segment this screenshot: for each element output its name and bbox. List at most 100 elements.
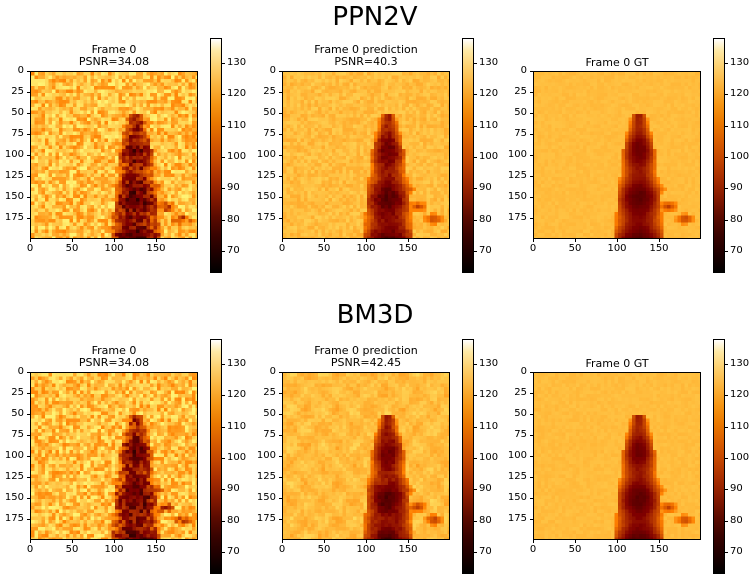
heatmap-cell	[84, 181, 88, 185]
heatmap-cell	[399, 149, 403, 153]
heatmap-cell	[587, 79, 591, 83]
heatmap-cell	[430, 188, 434, 192]
heatmap-cell	[430, 174, 434, 178]
heatmap-cell	[423, 90, 427, 94]
heatmap-cell	[147, 184, 151, 188]
heatmap-cell	[31, 198, 35, 202]
heatmap-cell	[171, 219, 175, 223]
heatmap-cell	[444, 121, 448, 125]
heatmap-cell	[56, 146, 60, 150]
heatmap-cell	[336, 83, 340, 87]
heatmap-cell	[126, 135, 130, 139]
heatmap-cell	[49, 160, 53, 164]
heatmap-cell	[150, 212, 154, 216]
heatmap-cell	[448, 226, 451, 230]
heatmap-cell	[308, 146, 312, 150]
heatmap-cell	[437, 107, 441, 111]
heatmap-cell	[49, 223, 53, 227]
heatmap-cell	[31, 156, 35, 160]
heatmap-cell	[77, 79, 81, 83]
heatmap-cell	[154, 72, 158, 76]
heatmap-cell	[399, 132, 403, 136]
heatmap-cell	[290, 93, 294, 97]
heatmap-cell	[112, 163, 116, 167]
heatmap-cell	[283, 121, 287, 125]
heatmap-cell	[56, 163, 60, 167]
heatmap-cell	[357, 121, 361, 125]
heatmap-cell	[45, 111, 49, 115]
heatmap-cell	[311, 142, 315, 146]
heatmap-cell	[94, 128, 98, 132]
heatmap-cell	[322, 86, 326, 90]
heatmap-cell	[42, 216, 46, 220]
heatmap-cell	[94, 237, 98, 240]
heatmap-cell	[171, 125, 175, 129]
heatmap-cell	[444, 195, 448, 199]
heatmap-cell	[304, 209, 308, 213]
heatmap-cell	[601, 83, 605, 87]
heatmap-cell	[45, 72, 49, 76]
heatmap-cell	[311, 93, 315, 97]
heatmap-cell	[91, 142, 95, 146]
heatmap-cell	[66, 205, 70, 209]
heatmap-cell	[56, 156, 60, 160]
heatmap-cell	[94, 216, 98, 220]
heatmap-cell	[98, 195, 102, 199]
heatmap-cell	[329, 146, 333, 150]
heatmap-cell	[576, 83, 580, 87]
heatmap-cell	[423, 79, 427, 83]
heatmap-cell	[45, 86, 49, 90]
heatmap-cell	[52, 107, 56, 111]
heatmap-cell	[395, 237, 399, 240]
heatmap-cell	[63, 156, 67, 160]
heatmap-cell	[367, 191, 371, 195]
heatmap-cell	[402, 237, 406, 240]
heatmap-cell	[115, 90, 119, 94]
heatmap-cell	[395, 139, 399, 143]
heatmap-cell	[336, 114, 340, 118]
heatmap-cell	[178, 83, 182, 87]
heatmap-cell	[189, 226, 193, 230]
heatmap-cell	[150, 198, 154, 202]
heatmap-cell	[42, 90, 46, 94]
heatmap-cell	[434, 146, 438, 150]
heatmap-cell	[70, 132, 74, 136]
heatmap-cell	[66, 223, 70, 227]
heatmap-cell	[143, 184, 147, 188]
heatmap-cell	[409, 100, 413, 104]
heatmap-cell	[73, 121, 77, 125]
heatmap-cell	[42, 139, 46, 143]
heatmap-cell	[31, 142, 35, 146]
heatmap-cell	[126, 160, 130, 164]
heatmap-cell	[297, 205, 301, 209]
heatmap-cell	[290, 181, 294, 185]
heatmap-cell	[385, 86, 389, 90]
heatmap-cell	[441, 212, 445, 216]
heatmap-cell	[101, 142, 105, 146]
heatmap-cell	[392, 128, 396, 132]
heatmap-cell	[182, 118, 186, 122]
heatmap-cell	[143, 139, 147, 143]
heatmap-cell	[311, 149, 315, 153]
colorbar-tick-mark	[222, 188, 225, 189]
heatmap-cell	[112, 212, 116, 216]
heatmap-cell	[140, 142, 144, 146]
heatmap-cell	[315, 216, 319, 220]
heatmap-cell	[164, 163, 168, 167]
heatmap-cell	[322, 188, 326, 192]
heatmap-cell	[140, 72, 144, 76]
heatmap-cell	[423, 163, 427, 167]
heatmap-cell	[35, 202, 39, 206]
heatmap-cell	[437, 198, 441, 202]
heatmap-cell	[119, 156, 123, 160]
heatmap-cell	[185, 153, 189, 157]
heatmap-cell	[38, 121, 42, 125]
heatmap-cell	[329, 223, 333, 227]
heatmap-cell	[133, 177, 137, 181]
heatmap-cell	[94, 132, 98, 136]
heatmap-cell	[601, 72, 605, 76]
heatmap-cell	[357, 104, 361, 108]
heatmap-cell	[308, 142, 312, 146]
heatmap-cell	[171, 184, 175, 188]
heatmap-cell	[332, 191, 336, 195]
